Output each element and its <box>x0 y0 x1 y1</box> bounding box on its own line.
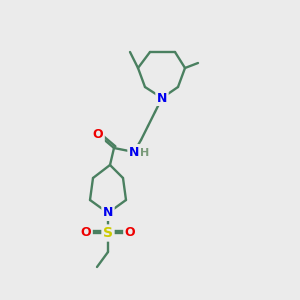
Text: H: H <box>140 148 150 158</box>
Text: O: O <box>125 226 135 239</box>
Text: N: N <box>103 206 113 220</box>
Text: S: S <box>103 226 113 240</box>
Text: O: O <box>81 226 91 239</box>
Text: N: N <box>157 92 167 104</box>
Text: N: N <box>129 146 139 158</box>
Text: O: O <box>93 128 103 142</box>
